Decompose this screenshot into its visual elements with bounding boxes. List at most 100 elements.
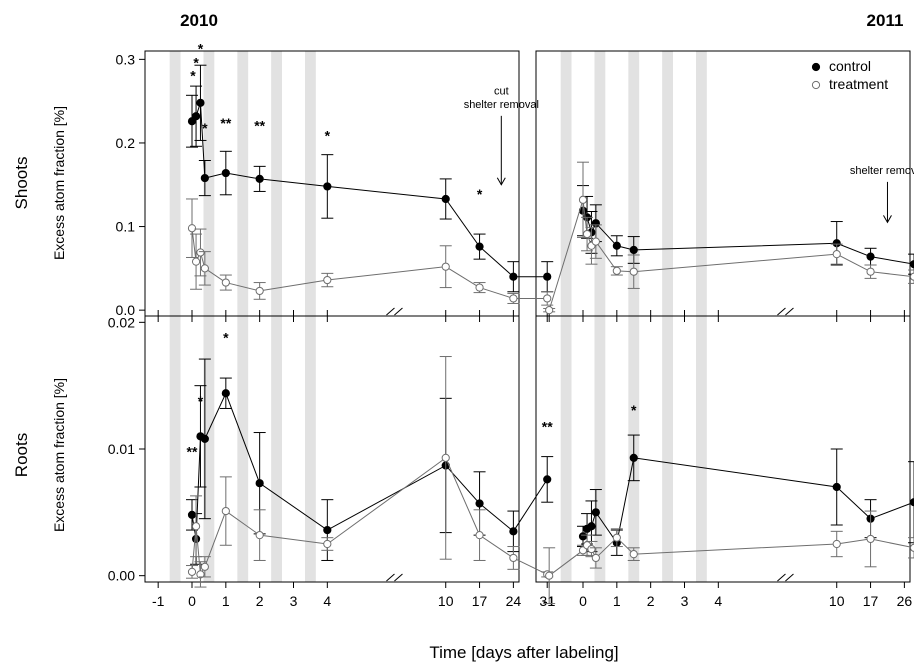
control-point (187, 510, 197, 519)
significance-marker: ** (254, 117, 265, 133)
significance-marker: * (325, 127, 331, 143)
y-axis-label-roots: Excess atom fraction [%] (51, 378, 67, 532)
treatment-point (582, 229, 592, 239)
control-point (909, 498, 914, 507)
y-axis-label-shoots: Excess atom fraction [%] (51, 106, 67, 260)
control-point (543, 475, 552, 484)
legend-treatment-marker (811, 80, 821, 90)
plot-layer: 0.00.10.20.30.000.010.02-1 0 1 2 3 4 10 17 24 31-… (108, 41, 914, 609)
treatment-point (255, 531, 264, 540)
treatment-point (545, 306, 554, 315)
control-point (221, 389, 230, 398)
control-point (441, 194, 450, 204)
treatment-point (909, 272, 914, 281)
x-tick-label: 3 (681, 593, 689, 609)
axis-break-mark (785, 307, 794, 316)
treatment-point (200, 562, 209, 571)
treatment-point (832, 250, 841, 259)
annotation-text: cut (494, 85, 509, 97)
annotation-text: shelter removal (464, 99, 539, 111)
treatment-point (196, 570, 205, 579)
significance-marker: * (202, 120, 208, 136)
x-tick-label: 4 (323, 593, 331, 609)
axis-break-mark (777, 573, 786, 582)
y-tick-label: 0.2 (116, 135, 136, 151)
control-point (629, 245, 638, 255)
significance-marker: * (477, 186, 483, 202)
x-tick-label: 3 (290, 593, 298, 609)
control-point (221, 168, 230, 178)
axis-break-mark (785, 573, 794, 582)
x-tick-label: 4 (714, 593, 722, 609)
y-tick-label: 0.0 (116, 302, 136, 318)
row-label-shoots: Shoots (12, 157, 31, 210)
treatment-point (187, 224, 197, 233)
control-point (629, 453, 638, 462)
treatment-point (612, 533, 621, 542)
significance-marker: ** (187, 444, 198, 460)
x-tick-label: 10 (829, 593, 845, 609)
legend-control-label: control (829, 58, 871, 74)
treatment-point (196, 248, 205, 257)
y-tick-label: 0.1 (116, 219, 136, 235)
control-point (612, 241, 621, 250)
treatment-point (441, 262, 450, 271)
annotation-arrowhead (883, 215, 892, 224)
axis-break-mark (386, 307, 395, 316)
significance-marker: * (198, 41, 204, 57)
year-title-2010: 2010 (180, 11, 218, 30)
axis-break-mark (386, 573, 395, 582)
x-tick-label: 17 (863, 593, 879, 609)
x-tick-label: -1 (152, 593, 165, 609)
treatment-point (591, 237, 600, 246)
treatment-point (545, 571, 554, 580)
x-tick-label: 10 (438, 593, 454, 609)
x-tick-label: 0 (188, 593, 196, 609)
x-axis-label: Time [days after labeling] (429, 643, 618, 662)
control-point (543, 272, 552, 281)
x-tick-label: 1 (222, 593, 230, 609)
control-point (323, 525, 332, 535)
control-point (196, 98, 205, 107)
treatment-point (221, 278, 230, 287)
year-title-2011: 2011 (867, 11, 904, 30)
control-point (509, 527, 518, 536)
treatment-point (629, 267, 638, 276)
control-point (191, 112, 201, 121)
legend-control-marker (811, 62, 821, 72)
panel-frame (144, 315, 520, 583)
treatment-point (587, 544, 596, 554)
control-point (587, 522, 596, 531)
significance-marker: ** (220, 115, 231, 131)
panel-frame (535, 315, 911, 583)
significance-marker: * (193, 55, 199, 71)
treatment-point (543, 294, 552, 303)
treatment-point (866, 267, 875, 276)
treatment-point (509, 294, 518, 303)
significance-marker: * (631, 402, 637, 418)
treatment-point (475, 531, 484, 540)
control-point (255, 174, 264, 184)
x-tick-label: 1 (613, 593, 621, 609)
treatment-point (475, 283, 484, 292)
treatment-point (323, 275, 332, 285)
annotation-arrowhead (496, 177, 506, 186)
control-line (582, 210, 914, 265)
significance-marker: ** (542, 418, 553, 434)
treatment-point (612, 266, 621, 275)
control-point (255, 479, 264, 488)
treatment-point (441, 453, 450, 462)
treatment-point (255, 286, 264, 296)
treatment-point (909, 543, 914, 552)
row-label-roots: Roots (12, 433, 31, 477)
x-tick-label: 24 (506, 593, 522, 609)
treatment-point (187, 567, 197, 576)
treatment-point (591, 553, 600, 563)
control-point (200, 173, 209, 183)
control-point (832, 482, 841, 492)
x-tick-label: 0 (579, 593, 587, 609)
treatment-point (866, 534, 875, 544)
x-tick-label: 26 (897, 593, 913, 609)
x-tick-label: 2 (647, 593, 655, 609)
treatment-point (509, 553, 518, 563)
